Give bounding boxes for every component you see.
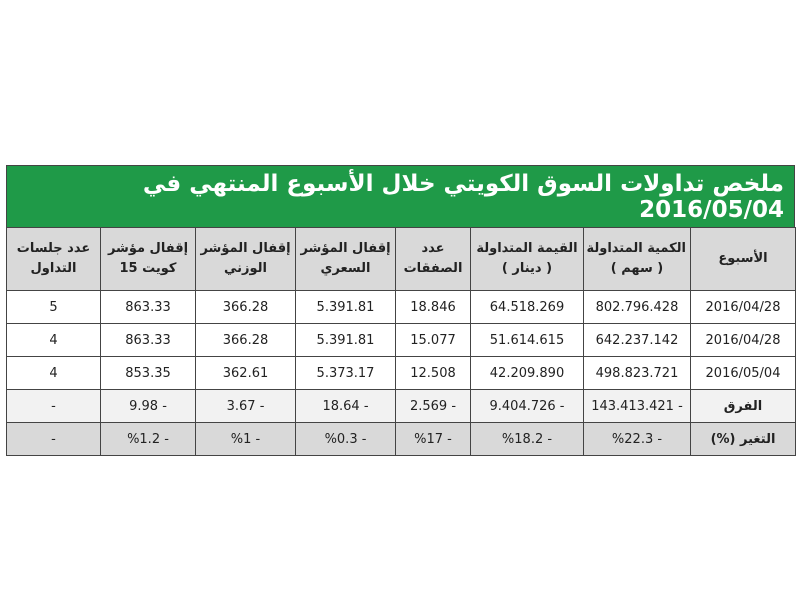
data-cell: - 143.413.421 [583, 389, 691, 423]
column-header: إقفال المؤشر الوزني [195, 227, 296, 291]
header-line: الكمية المتداولة [586, 241, 687, 256]
header-line: القيمة المتداولة [476, 241, 578, 256]
column-header: إقفال مؤشر كويت 15 [100, 227, 196, 291]
data-cell: 5.391.81 [295, 323, 396, 357]
row-label-cell: 2016/05/04 [690, 356, 796, 390]
data-cell: 366.28 [195, 290, 296, 324]
data-cell: - [6, 389, 101, 423]
header-line: إقفال المؤشر [300, 241, 391, 256]
data-cell: 5.391.81 [295, 290, 396, 324]
header-row: الأسبوع الكمية المتداولة ( سهم ) القيمة الم… [6, 227, 796, 291]
data-cell: - %0.3 [295, 422, 396, 456]
data-cell: 18.846 [395, 290, 471, 324]
data-cell: 802.796.428 [583, 290, 691, 324]
header-line: عدد جلسات [16, 241, 91, 256]
header-line: ( دينار ) [501, 261, 553, 276]
data-cell: - %1 [195, 422, 296, 456]
data-cell: 4 [6, 356, 101, 390]
table-row: 2016/04/28 802.796.428 64.518.269 18.846 5.3… [6, 290, 796, 324]
data-cell: - 18.64 [295, 389, 396, 423]
data-cell: 362.61 [195, 356, 296, 390]
header-line: التداول [30, 261, 77, 276]
data-cell: 5.373.17 [295, 356, 396, 390]
data-cell: - %22.3 [583, 422, 691, 456]
header-line: ( سهم ) [610, 261, 664, 276]
header-line: كويت 15 [119, 261, 177, 276]
data-cell: - %1.2 [100, 422, 196, 456]
data-cell: 15.077 [395, 323, 471, 357]
summary-table: الأسبوع الكمية المتداولة ( سهم ) القيمة الم… [6, 227, 796, 456]
header-line: عدد [421, 241, 445, 256]
row-label-cell: 2016/04/28 [690, 290, 796, 324]
table-row: التغير (%) - %22.3- %18.2- %17- %0.3- %1-… [6, 422, 796, 456]
header-line: إقفال المؤشر [200, 241, 291, 256]
column-header: إقفال المؤشر السعري [295, 227, 396, 291]
header-line: الوزني [223, 261, 267, 276]
header-line: الأسبوع [718, 251, 768, 266]
data-cell: - 3.67 [195, 389, 296, 423]
column-header: القيمة المتداولة ( دينار ) [470, 227, 584, 291]
data-cell: 498.823.721 [583, 356, 691, 390]
row-label-cell: الفرق [690, 389, 796, 423]
row-label-cell: التغير (%) [690, 422, 796, 456]
data-cell: - %18.2 [470, 422, 584, 456]
column-header: عدد الصفقات [395, 227, 471, 291]
data-cell: 642.237.142 [583, 323, 691, 357]
data-cell: - [6, 422, 101, 456]
data-cell: 4 [6, 323, 101, 357]
data-cell: 5 [6, 290, 101, 324]
data-cell: 42.209.890 [470, 356, 584, 390]
data-cell: 12.508 [395, 356, 471, 390]
table-body: 2016/04/28 802.796.428 64.518.269 18.846 5.3… [6, 290, 796, 456]
header-line: الصفقات [403, 261, 463, 276]
data-cell: 366.28 [195, 323, 296, 357]
data-cell: 853.35 [100, 356, 196, 390]
table-row: الفرق - 143.413.421- 9.404.726- 2.569- 18… [6, 389, 796, 423]
data-cell: 863.33 [100, 323, 196, 357]
column-header: عدد جلسات التداول [6, 227, 101, 291]
row-label-cell: 2016/04/28 [690, 323, 796, 357]
header-line: إقفال مؤشر [107, 241, 189, 256]
data-cell: 863.33 [100, 290, 196, 324]
column-header: الكمية المتداولة ( سهم ) [583, 227, 691, 291]
data-cell: - 9.404.726 [470, 389, 584, 423]
header-line: السعري [320, 261, 371, 276]
column-header: الأسبوع [690, 227, 796, 291]
data-cell: 64.518.269 [470, 290, 584, 324]
data-cell: - %17 [395, 422, 471, 456]
table-row: 2016/05/04 498.823.721 42.209.890 12.508 5.3… [6, 356, 796, 390]
data-cell: - 2.569 [395, 389, 471, 423]
data-cell: 51.614.615 [470, 323, 584, 357]
data-cell: - 9.98 [100, 389, 196, 423]
table-row: 2016/04/28 642.237.142 51.614.615 15.077 5.3… [6, 323, 796, 357]
table-title: ملخص تداولات السوق الكويتي خلال الأسبوع … [6, 165, 795, 227]
summary-table-block: ملخص تداولات السوق الكويتي خلال الأسبوع … [6, 165, 796, 456]
